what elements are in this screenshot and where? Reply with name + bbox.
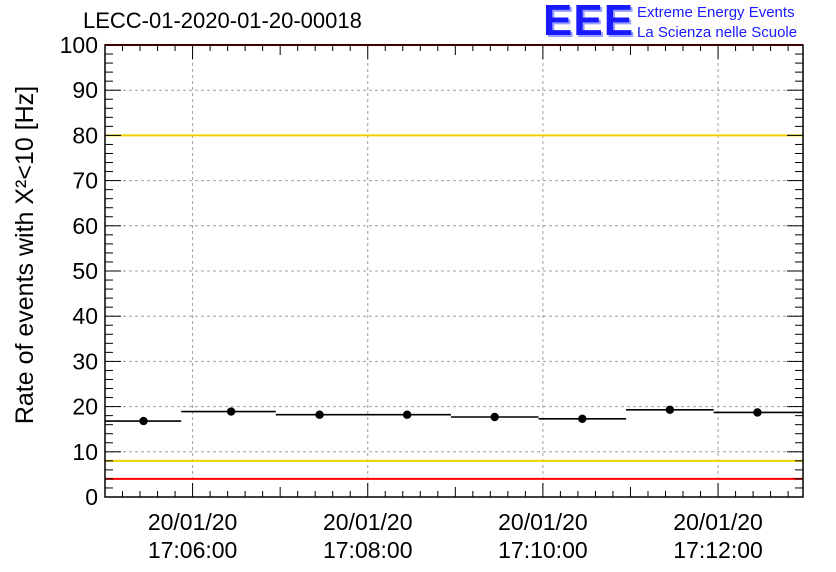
- y-tick-label: 0: [85, 484, 98, 510]
- x-tick-label-date: 20/01/20: [498, 509, 588, 535]
- x-tick-label-time: 17:08:00: [323, 537, 413, 563]
- y-axis-label: Rate of events with X²<10 [Hz]: [11, 86, 39, 424]
- eee-logo: EEE Extreme Energy Events La Scienza nel…: [543, 0, 833, 45]
- y-tick-label: 50: [72, 258, 98, 284]
- logo-line-2: La Scienza nelle Scuole: [637, 24, 798, 41]
- y-tick-label: 30: [72, 348, 98, 374]
- axis-ticks: [104, 44, 803, 498]
- data-point: [578, 414, 587, 424]
- data-series: [105, 405, 803, 426]
- data-point: [490, 412, 499, 422]
- data-point: [753, 408, 762, 417]
- data-point: [226, 407, 236, 416]
- y-tick-label: 90: [72, 77, 98, 103]
- data-point: [315, 410, 324, 419]
- x-tick-label-date: 20/01/20: [148, 509, 238, 535]
- data-point: [139, 416, 148, 426]
- x-tick-label-time: 17:12:00: [673, 537, 763, 563]
- y-tick-label: 60: [72, 213, 98, 239]
- chart-title: LECC-01-2020-01-20-00018: [83, 8, 362, 33]
- y-tick-label: 70: [72, 168, 98, 194]
- logo-mark: EEE: [543, 0, 635, 45]
- x-tick-label-date: 20/01/20: [323, 509, 413, 535]
- x-tick-label-time: 17:10:00: [498, 537, 588, 563]
- y-tick-label: 100: [60, 32, 98, 58]
- data-point: [665, 405, 675, 414]
- grid: [105, 45, 803, 497]
- tick-labels: 010203040506070809010020/01/2017:06:0020…: [60, 32, 763, 563]
- y-tick-label: 80: [72, 122, 98, 148]
- x-tick-label-date: 20/01/20: [673, 509, 763, 535]
- x-tick-label-time: 17:06:00: [148, 537, 238, 563]
- y-tick-label: 20: [72, 394, 98, 420]
- y-tick-label: 40: [72, 303, 98, 329]
- y-tick-label: 10: [72, 439, 98, 465]
- data-point: [402, 410, 412, 419]
- logo-line-1: Extreme Energy Events: [637, 4, 795, 21]
- reference-lines: [105, 44, 803, 480]
